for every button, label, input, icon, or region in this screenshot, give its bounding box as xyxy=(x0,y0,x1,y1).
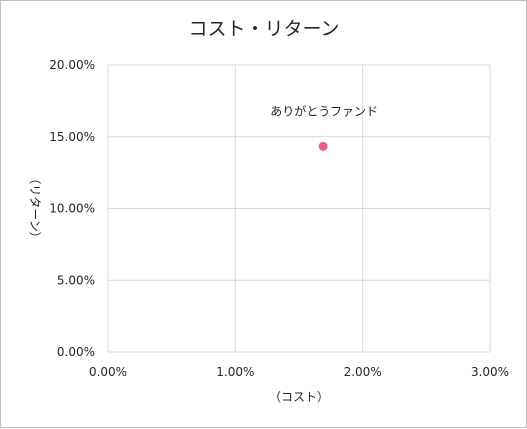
x-tick-label: 3.00% xyxy=(471,365,509,379)
x-tick-label: 1.00% xyxy=(216,365,254,379)
y-tick-label: 20.00% xyxy=(49,58,95,72)
x-tick-labels: 0.00% 1.00% 2.00% 3.00% xyxy=(89,365,509,379)
x-tick-label: 2.00% xyxy=(344,365,382,379)
data-points: ありがとうファンド xyxy=(270,103,378,151)
y-tick-label: 5.00% xyxy=(57,273,95,287)
data-point xyxy=(318,141,328,151)
chart-title: コスト・リターン xyxy=(188,18,339,40)
x-tick-label: 0.00% xyxy=(89,365,127,379)
y-tick-label: 15.00% xyxy=(49,130,95,144)
grid-lines xyxy=(107,64,491,353)
y-tick-labels: 0.00% 5.00% 10.00% 15.00% 20.00% xyxy=(49,58,95,359)
y-tick-label: 0.00% xyxy=(57,345,95,359)
data-point-label: ありがとうファンド xyxy=(270,103,378,118)
y-tick-label: 10.00% xyxy=(49,202,95,216)
y-axis-label: （リターン） xyxy=(28,172,42,243)
x-axis-label: （コスト） xyxy=(269,390,329,404)
